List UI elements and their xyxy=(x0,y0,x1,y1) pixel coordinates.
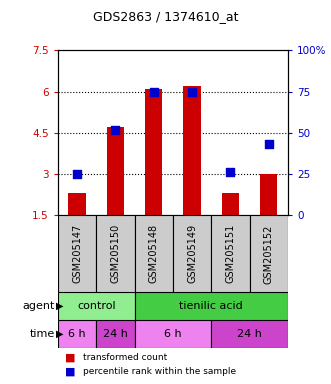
Bar xyxy=(222,194,239,215)
Point xyxy=(113,126,118,132)
Bar xyxy=(96,320,135,348)
Bar xyxy=(107,127,124,215)
Text: percentile rank within the sample: percentile rank within the sample xyxy=(83,367,236,376)
Bar xyxy=(96,215,135,292)
Bar xyxy=(58,320,96,348)
Text: 6 h: 6 h xyxy=(164,329,182,339)
Text: GSM205148: GSM205148 xyxy=(149,224,159,283)
Bar xyxy=(211,215,250,292)
Bar xyxy=(69,194,86,215)
Text: control: control xyxy=(77,301,116,311)
Point xyxy=(74,171,80,177)
Text: 24 h: 24 h xyxy=(103,329,128,339)
Text: ▶: ▶ xyxy=(56,301,64,311)
Bar xyxy=(260,174,277,215)
Bar xyxy=(211,320,288,348)
Bar xyxy=(250,215,288,292)
Bar xyxy=(173,215,211,292)
Bar xyxy=(58,215,96,292)
Point xyxy=(228,169,233,175)
Point xyxy=(266,141,271,147)
Bar xyxy=(135,215,173,292)
Text: GSM205151: GSM205151 xyxy=(225,224,235,283)
Text: ■: ■ xyxy=(65,352,75,362)
Text: GDS2863 / 1374610_at: GDS2863 / 1374610_at xyxy=(93,10,238,23)
Text: GSM205147: GSM205147 xyxy=(72,224,82,283)
Text: GSM205149: GSM205149 xyxy=(187,224,197,283)
Bar xyxy=(135,292,288,320)
Text: GSM205150: GSM205150 xyxy=(111,224,120,283)
Text: 24 h: 24 h xyxy=(237,329,262,339)
Text: transformed count: transformed count xyxy=(83,353,167,362)
Bar xyxy=(58,292,135,320)
Text: time: time xyxy=(29,329,55,339)
Bar xyxy=(135,320,211,348)
Bar xyxy=(145,89,163,215)
Text: tienilic acid: tienilic acid xyxy=(179,301,243,311)
Text: ▶: ▶ xyxy=(56,329,64,339)
Point xyxy=(151,89,157,95)
Text: GSM205152: GSM205152 xyxy=(264,224,274,283)
Bar xyxy=(183,86,201,215)
Point xyxy=(189,89,195,95)
Text: agent: agent xyxy=(22,301,55,311)
Text: 6 h: 6 h xyxy=(68,329,86,339)
Text: ■: ■ xyxy=(65,367,75,377)
